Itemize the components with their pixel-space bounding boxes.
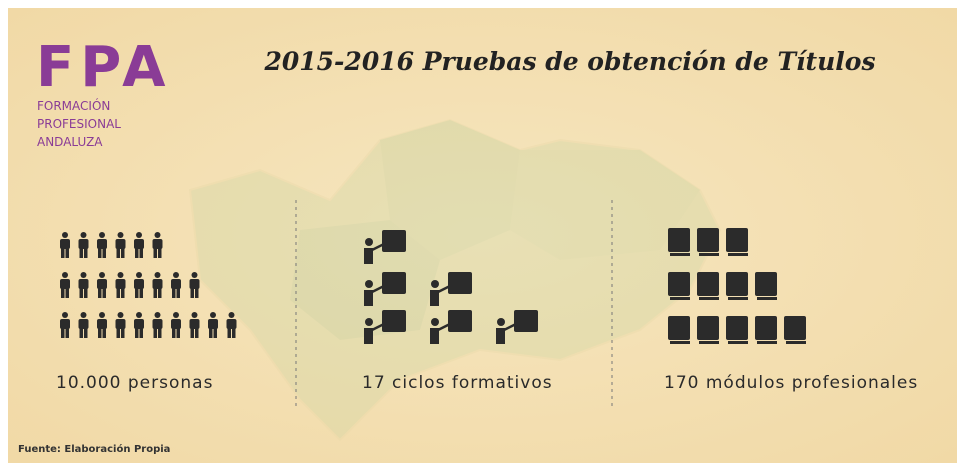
book-icon: [726, 228, 748, 256]
person-icon: [152, 312, 163, 338]
person-icon: [78, 312, 89, 338]
logo: FPA: [36, 35, 172, 100]
book-icon: [697, 272, 719, 300]
stat-label: 10.000 personas: [56, 373, 213, 393]
background: [8, 8, 957, 463]
person-icon: [115, 272, 126, 298]
person-icon: [171, 312, 181, 338]
book-icon: [784, 316, 806, 344]
person-icon: [97, 312, 107, 338]
person-icon: [78, 232, 89, 258]
stat-label: 170 módulos profesionales: [664, 373, 918, 393]
book-icon: [668, 228, 690, 256]
person-icon: [134, 232, 144, 258]
book-icon: [668, 272, 690, 300]
person-icon: [208, 312, 218, 338]
person-icon: [115, 232, 126, 258]
teacher-icon: [364, 272, 406, 306]
person-icon: [97, 272, 107, 298]
person-icon: [60, 312, 70, 338]
book-icon: [726, 272, 748, 300]
logo-line: ANDALUZA: [37, 135, 103, 149]
teacher-icon: [364, 310, 406, 344]
teacher-icon: [496, 310, 538, 344]
person-icon: [60, 272, 70, 298]
person-icon: [134, 272, 144, 298]
logo-line: PROFESIONAL: [37, 117, 121, 131]
teacher-icon: [430, 310, 472, 344]
book-icon: [697, 228, 719, 256]
person-icon: [171, 272, 181, 298]
person-icon: [189, 272, 200, 298]
book-icon: [726, 316, 748, 344]
person-icon: [189, 312, 200, 338]
teacher-icon: [430, 272, 472, 306]
book-icon: [697, 316, 719, 344]
person-icon: [60, 232, 70, 258]
person-icon: [115, 312, 126, 338]
person-icon: [226, 312, 237, 338]
source: Fuente: Elaboración Propia: [18, 443, 170, 455]
title: 2015-2016 Pruebas de obtención de Título…: [263, 47, 875, 76]
stat-label: 17 ciclos formativos: [362, 373, 553, 393]
book-icon: [668, 316, 690, 344]
logo-line: FORMACIÓN: [37, 98, 110, 113]
person-icon: [134, 312, 144, 338]
teacher-icon: [364, 230, 406, 264]
person-icon: [97, 232, 107, 258]
person-icon: [78, 272, 89, 298]
book-icon: [755, 272, 777, 300]
person-icon: [152, 232, 163, 258]
book-icon: [755, 316, 777, 344]
person-icon: [152, 272, 163, 298]
